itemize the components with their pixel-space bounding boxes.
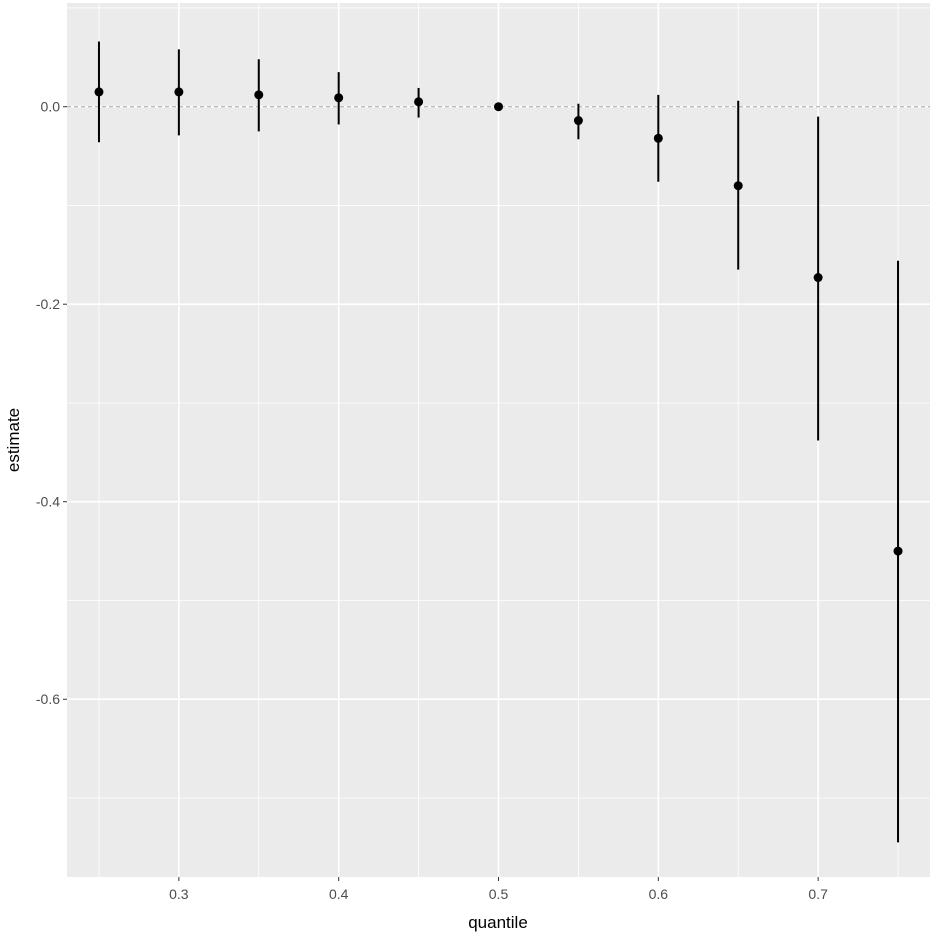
data-point [573,116,583,126]
data-point [414,97,424,107]
data-point [174,87,184,97]
data-point [653,133,663,143]
data-point [813,273,823,283]
y-tick-label: -0.2 [36,296,60,312]
x-tick-label: 0.7 [808,886,828,902]
data-point [893,546,903,556]
data-points [94,87,903,556]
data-point [254,90,264,100]
data-point [94,87,104,97]
x-tick-label: 0.6 [649,886,669,902]
y-tick-label: -0.6 [36,691,60,707]
y-tick-label: -0.4 [36,494,60,510]
data-point [494,102,503,112]
x-tick-label: 0.5 [489,886,509,902]
y-axis-title: estimate [4,408,23,472]
y-axis-ticks: 0.0 -0.2 -0.4 -0.6 [36,99,67,707]
data-point [733,181,743,191]
x-tick-label: 0.4 [329,886,349,902]
y-tick-label: 0.0 [41,99,61,115]
data-point [334,93,344,103]
x-axis-ticks: 0.3 0.4 0.5 0.6 0.7 [169,877,828,902]
x-axis-title: quantile [468,913,528,932]
x-tick-label: 0.3 [169,886,189,902]
